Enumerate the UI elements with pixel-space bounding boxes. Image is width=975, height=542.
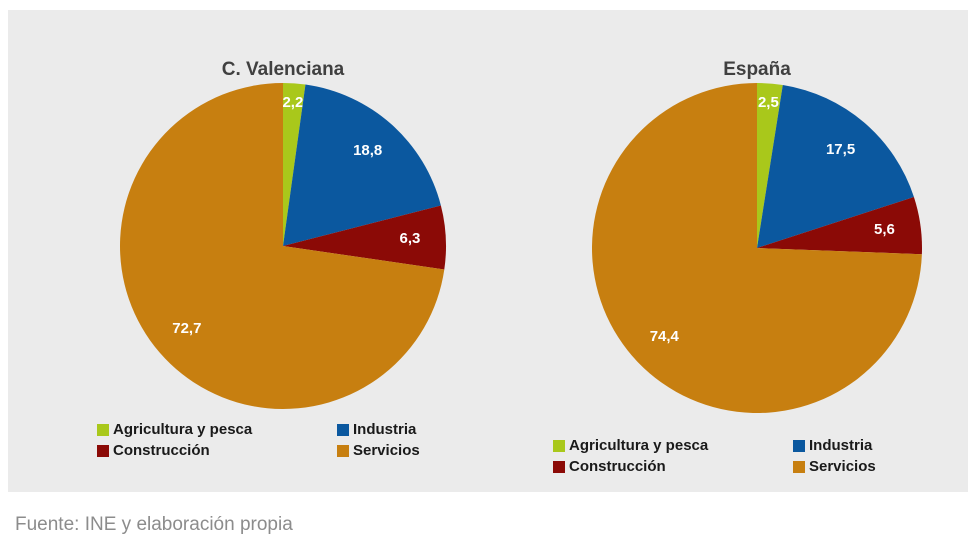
- legend-label: Construcción: [569, 458, 666, 475]
- pie-slice: [592, 83, 922, 414]
- legend-swatch: [97, 445, 109, 457]
- legend-swatch: [337, 424, 349, 436]
- legend-label: Industria: [809, 437, 873, 454]
- pie-slice: [757, 85, 914, 248]
- data-label: 74,4: [650, 328, 680, 345]
- legend-label: Servicios: [353, 442, 420, 459]
- data-label: 2,2: [282, 94, 303, 111]
- data-label: 6,3: [400, 230, 421, 247]
- data-label: 2,5: [758, 94, 779, 111]
- pie-slice: [757, 83, 783, 248]
- legend-label: Agricultura y pesca: [569, 437, 709, 454]
- pie-slice: [283, 83, 306, 246]
- legend-label: Construcción: [113, 442, 210, 459]
- data-label: 18,8: [353, 142, 382, 159]
- pie-slice: [283, 205, 446, 270]
- legend-swatch: [553, 440, 565, 452]
- data-label: 72,7: [172, 320, 201, 337]
- legend-swatch: [553, 461, 565, 473]
- legend-swatch: [793, 461, 805, 473]
- legend-swatch: [793, 440, 805, 452]
- legend-label: Industria: [353, 421, 417, 438]
- data-label: 17,5: [826, 141, 855, 158]
- data-label: 5,6: [874, 221, 895, 238]
- legend-swatch: [337, 445, 349, 457]
- chart-title: España: [723, 59, 791, 80]
- pie-slice: [283, 84, 441, 247]
- legend-swatch: [97, 424, 109, 436]
- legend-label: Servicios: [809, 458, 876, 475]
- source: Fuente: INE y elaboración propia: [15, 514, 293, 535]
- pie-slice: [757, 197, 922, 255]
- pie-slice: [119, 83, 445, 409]
- chart-title: C. Valenciana: [222, 59, 345, 80]
- legend-label: Agricultura y pesca: [113, 421, 253, 438]
